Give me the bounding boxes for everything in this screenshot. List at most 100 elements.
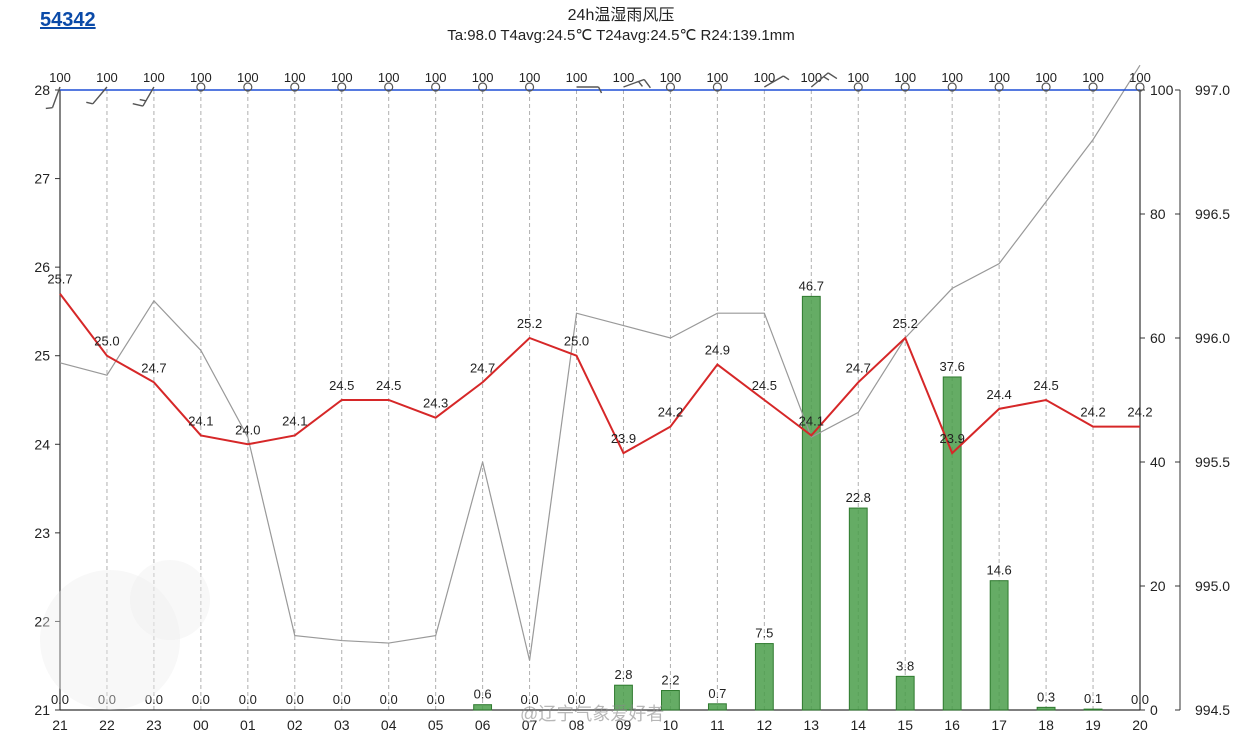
x-axis-tick-label: 21 — [52, 717, 68, 733]
rain-bar — [802, 296, 820, 710]
rain-bar — [896, 676, 914, 710]
temperature-value-label: 24.9 — [705, 343, 730, 358]
rain-bar — [708, 704, 726, 710]
rain-value-label: 0.0 — [521, 692, 539, 707]
rain-value-label: 0.0 — [239, 692, 257, 707]
right-outer-tick-label: 997.0 — [1195, 82, 1230, 98]
rain-bar — [615, 685, 633, 710]
rain-value-label: 0.0 — [286, 692, 304, 707]
rain-value-label: 0.0 — [427, 692, 445, 707]
temperature-value-label: 24.7 — [141, 360, 166, 375]
x-axis-tick-label: 09 — [616, 717, 632, 733]
rain-value-label: 37.6 — [940, 359, 965, 374]
right-outer-tick-label: 996.5 — [1195, 206, 1230, 222]
rain-bar — [1084, 709, 1102, 710]
rain-value-label: 2.2 — [661, 673, 679, 688]
temperature-value-label: 24.5 — [1033, 378, 1058, 393]
x-axis-tick-label: 08 — [569, 717, 585, 733]
rain-value-label: 0.1 — [1084, 691, 1102, 706]
rain-value-label: 0.0 — [380, 692, 398, 707]
x-axis-tick-label: 12 — [757, 717, 773, 733]
x-axis-tick-label: 10 — [663, 717, 679, 733]
temperature-value-label: 23.9 — [940, 431, 965, 446]
right-inner-tick-label: 20 — [1150, 578, 1166, 594]
x-axis-tick-label: 07 — [522, 717, 538, 733]
rain-bar — [662, 691, 680, 710]
rain-bar — [755, 644, 773, 710]
rain-value-label: 0.0 — [333, 692, 351, 707]
rain-bar — [943, 377, 961, 710]
rain-bar — [849, 508, 867, 710]
left-axis-tick-label: 23 — [34, 525, 50, 541]
temperature-value-label: 25.7 — [47, 272, 72, 287]
x-axis-tick-label: 16 — [944, 717, 960, 733]
right-inner-tick-label: 60 — [1150, 330, 1166, 346]
temperature-value-label: 24.5 — [329, 378, 354, 393]
temperature-value-label: 25.2 — [893, 316, 918, 331]
right-inner-tick-label: 80 — [1150, 206, 1166, 222]
rain-value-label: 22.8 — [846, 490, 871, 505]
rain-bar — [474, 705, 492, 710]
humidity-value-label: 100 — [143, 70, 165, 85]
chart-title: 24h温湿雨风压 — [568, 6, 675, 24]
x-axis-tick-label: 22 — [99, 717, 115, 733]
x-axis-tick-label: 23 — [146, 717, 162, 733]
rain-value-label: 2.8 — [614, 667, 632, 682]
x-axis-tick-label: 02 — [287, 717, 303, 733]
rain-bar — [990, 581, 1008, 710]
rain-value-label: 7.5 — [755, 626, 773, 641]
rain-value-label: 0.7 — [708, 686, 726, 701]
chart-subtitle: Ta:98.0 T4avg:24.5℃ T24avg:24.5℃ R24:139… — [447, 27, 795, 44]
rain-value-label: 0.3 — [1037, 689, 1055, 704]
temperature-value-label: 24.4 — [986, 387, 1011, 402]
humidity-value-label: 100 — [800, 70, 822, 85]
temperature-value-label: 25.0 — [94, 334, 119, 349]
temperature-value-label: 24.7 — [846, 360, 871, 375]
temperature-value-label: 24.2 — [658, 405, 683, 420]
humidity-value-label: 100 — [613, 70, 635, 85]
rain-value-label: 0.6 — [474, 687, 492, 702]
x-axis-tick-label: 18 — [1038, 717, 1054, 733]
temperature-value-label: 24.7 — [470, 360, 495, 375]
temperature-value-label: 24.1 — [799, 413, 824, 428]
station-id: 54342 — [40, 9, 96, 31]
rain-value-label: 0.0 — [192, 692, 210, 707]
left-axis-tick-label: 27 — [34, 171, 50, 187]
chart-svg: 54342 24h温湿雨风压 Ta:98.0 T4avg:24.5℃ T24avg:… — [0, 0, 1242, 746]
humidity-value-label: 100 — [566, 70, 588, 85]
x-axis-tick-label: 13 — [804, 717, 820, 733]
x-axis-tick-label: 04 — [381, 717, 397, 733]
temperature-value-label: 24.5 — [752, 378, 777, 393]
left-axis-tick-label: 24 — [34, 436, 50, 452]
chart-container: 54342 24h温湿雨风压 Ta:98.0 T4avg:24.5℃ T24avg:… — [0, 0, 1242, 746]
x-axis-tick-label: 11 — [710, 717, 725, 733]
temperature-value-label: 24.2 — [1127, 405, 1152, 420]
x-axis-tick-label: 15 — [897, 717, 913, 733]
temperature-value-label: 24.3 — [423, 396, 448, 411]
right-outer-tick-label: 995.5 — [1195, 454, 1230, 470]
x-axis-tick-label: 05 — [428, 717, 444, 733]
temperature-value-label: 25.0 — [564, 334, 589, 349]
x-axis-tick-label: 06 — [475, 717, 491, 733]
x-axis-tick-label: 03 — [334, 717, 350, 733]
right-inner-tick-label: 40 — [1150, 454, 1166, 470]
x-axis-tick-label: 20 — [1132, 717, 1148, 733]
rain-value-label: 3.8 — [896, 658, 914, 673]
temperature-value-label: 24.5 — [376, 378, 401, 393]
right-outer-tick-label: 996.0 — [1195, 330, 1230, 346]
rain-value-label: 14.6 — [986, 563, 1011, 578]
rain-value-label: 46.7 — [799, 278, 824, 293]
wind-barb-tick — [46, 108, 53, 109]
rain-value-label: 0.0 — [567, 692, 585, 707]
rain-bar — [1037, 707, 1055, 710]
right-inner-tick-label: 100 — [1150, 82, 1174, 98]
x-axis-tick-label: 00 — [193, 717, 209, 733]
left-axis-tick-label: 28 — [34, 82, 50, 98]
left-axis-tick-label: 21 — [34, 702, 50, 718]
right-inner-tick-label: 0 — [1150, 702, 1158, 718]
watermark-shape — [130, 560, 210, 640]
temperature-value-label: 24.2 — [1080, 405, 1105, 420]
temperature-value-label: 23.9 — [611, 431, 636, 446]
left-axis-tick-label: 25 — [34, 348, 50, 364]
rain-value-label: 0.0 — [1131, 692, 1149, 707]
